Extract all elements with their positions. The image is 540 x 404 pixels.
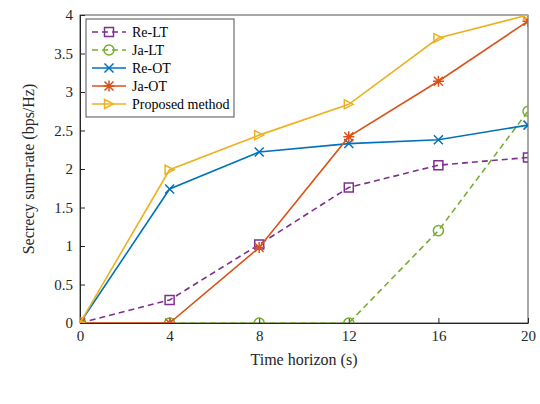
y-tick: 3.5 <box>54 46 85 62</box>
series-marker <box>164 318 175 324</box>
y-tick-mark <box>80 92 85 93</box>
series-marker <box>165 165 174 174</box>
data-layer <box>80 15 528 323</box>
legend-marker <box>105 100 114 109</box>
legend-line <box>92 49 126 51</box>
y-tick-mark <box>80 15 85 16</box>
legend: Re-LT Ja-LT Re-OT Ja-OT Proposed method <box>86 19 234 117</box>
series-marker <box>524 15 529 20</box>
y-axis: 0 0.5 1 1.5 2 2.5 3 3.5 4 <box>54 7 85 331</box>
x-tick: 16 <box>431 318 447 344</box>
series-line <box>80 157 528 323</box>
y-tick: 0.5 <box>54 277 85 293</box>
series-marker <box>434 34 443 43</box>
legend-marker <box>105 64 114 73</box>
y-tick-mark <box>80 54 85 55</box>
x-tick-label: 8 <box>256 328 264 344</box>
y-tick: 4 <box>66 7 86 23</box>
x-tick: 12 <box>342 318 357 344</box>
y-tick-label: 2 <box>66 161 74 177</box>
series-marker <box>254 318 264 323</box>
y-tick-label: 1.5 <box>54 200 73 216</box>
legend-line <box>92 31 126 33</box>
legend-marker <box>105 28 114 37</box>
series-marker <box>433 226 443 236</box>
y-tick-mark <box>80 323 85 324</box>
x-axis: 0 4 8 12 16 20 <box>77 318 536 344</box>
legend-item: Proposed method <box>92 97 230 112</box>
series-marker <box>433 76 444 87</box>
series-marker <box>523 106 528 116</box>
y-tick: 3 <box>66 84 86 100</box>
chart: 0 4 8 12 16 20 0 0.5 1 1.5 2 2.5 3 3.5 4 Re-LT Ja-LT Re-O… <box>0 0 540 404</box>
series-line <box>80 21 528 323</box>
y-tick: 1.5 <box>54 200 85 216</box>
y-axis-title: Secrecy sum-rate (bps/Hz) <box>20 84 38 255</box>
y-tick-label: 3.5 <box>54 46 73 62</box>
y-tick-label: 2.5 <box>54 123 73 139</box>
x-tick-label: 20 <box>521 328 536 344</box>
series-marker <box>165 185 174 194</box>
series-line <box>80 111 528 323</box>
legend-label: Re-OT <box>132 61 171 76</box>
y-tick-label: 1 <box>66 238 74 254</box>
series-marker <box>524 121 529 130</box>
x-axis-title: Time horizon (s) <box>251 351 358 369</box>
plot-frame <box>80 15 528 323</box>
series-marker <box>434 161 443 170</box>
series-marker <box>344 100 353 109</box>
x-tick-label: 0 <box>77 328 85 344</box>
x-tick: 8 <box>256 318 264 344</box>
x-tick-label: 4 <box>166 328 174 344</box>
series-marker <box>165 295 174 304</box>
series-marker <box>255 148 264 157</box>
legend-item: Re-OT <box>92 61 171 76</box>
series-line <box>80 15 528 323</box>
y-tick-mark <box>80 246 85 247</box>
y-tick-label: 4 <box>66 7 74 23</box>
legend-label: Proposed method <box>132 97 230 112</box>
legend-marker <box>104 45 114 55</box>
y-tick-mark <box>80 169 85 170</box>
y-tick-mark <box>80 285 85 286</box>
y-tick: 1 <box>66 238 86 254</box>
legend-item: Re-LT <box>92 25 168 40</box>
legend-label: Ja-OT <box>132 79 167 94</box>
x-tick-mark <box>528 318 529 323</box>
legend-label: Re-LT <box>132 25 168 40</box>
series-line <box>80 125 528 323</box>
legend-item: Ja-LT <box>92 43 165 58</box>
legend-marker <box>104 81 115 92</box>
series-marker <box>254 242 265 253</box>
y-tick: 0 <box>66 315 86 331</box>
y-tick: 2.5 <box>54 123 85 139</box>
y-tick-mark <box>80 208 85 209</box>
series-marker <box>255 131 264 140</box>
x-axis-line <box>81 323 529 324</box>
series-marker <box>344 318 354 323</box>
legend-label: Ja-LT <box>132 43 165 58</box>
y-tick-mark <box>80 131 85 132</box>
legend-line <box>92 103 126 105</box>
series-marker <box>343 131 354 142</box>
series-marker <box>524 153 529 162</box>
y-tick-label: 3 <box>66 84 74 100</box>
x-tick-label: 16 <box>431 328 447 344</box>
legend-box <box>86 19 234 117</box>
y-tick-label: 0 <box>66 315 74 331</box>
x-tick-label: 12 <box>342 328 357 344</box>
y-tick: 2 <box>66 161 86 177</box>
series-marker <box>80 319 85 324</box>
y-tick-label: 0.5 <box>54 277 73 293</box>
plot-area: 0 4 8 12 16 20 0 0.5 1 1.5 2 2.5 3 3.5 4 Re-LT Ja-LT Re-O… <box>54 7 536 343</box>
series-marker <box>434 135 443 144</box>
series-marker <box>344 183 353 192</box>
x-tick-mark <box>438 318 439 323</box>
legend-item: Ja-OT <box>92 79 167 94</box>
x-tick: 20 <box>521 318 536 344</box>
